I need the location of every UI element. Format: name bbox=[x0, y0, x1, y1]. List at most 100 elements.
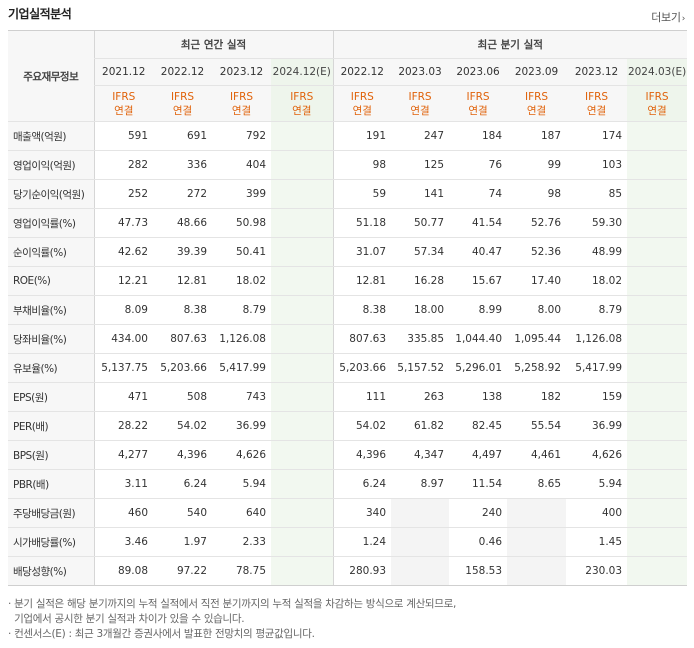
quarter-value-cell: 335.85 bbox=[391, 324, 450, 354]
table-row: 배당성향(%) 89.08 97.22 78.75 280.93 158.53 230.03 bbox=[8, 556, 688, 586]
table-row: 당좌비율(%) 434.00 807.63 1,126.08 807.63 335.85 1… bbox=[8, 324, 688, 354]
quarter-value-cell: 111 bbox=[332, 382, 392, 412]
row-label: 시가배당률(%) bbox=[8, 527, 95, 557]
annual-value-cell: 434.00 bbox=[93, 324, 153, 354]
annual-value-cell: 6.24 bbox=[153, 469, 212, 499]
annual-value-cell: 97.22 bbox=[153, 556, 212, 586]
row-label: 부채비율(%) bbox=[8, 295, 95, 325]
annual-value-cell: 272 bbox=[153, 179, 212, 209]
annual-value-cell: 4,626 bbox=[212, 440, 271, 470]
table-row: PER(배) 28.22 54.02 36.99 54.02 61.82 82.45 55.5… bbox=[8, 411, 688, 441]
quarter-value-cell: 82.45 bbox=[449, 411, 508, 441]
quarter-value-cell: 4,461 bbox=[507, 440, 567, 470]
table-row: PBR(배) 3.11 6.24 5.94 6.24 8.97 11.54 8.65 5.94 bbox=[8, 469, 688, 499]
annual-value-cell: 18.02 bbox=[212, 266, 271, 296]
more-link[interactable]: 더보기› bbox=[651, 9, 685, 25]
row-label: BPS(원) bbox=[8, 440, 95, 470]
quarter-value-cell: 8.79 bbox=[566, 295, 628, 325]
quarter-value-cell: 5,296.01 bbox=[449, 353, 508, 383]
row-label: 배당성향(%) bbox=[8, 556, 95, 586]
quarter-value-cell: 52.76 bbox=[507, 208, 567, 238]
annual-value-cell: 4,396 bbox=[153, 440, 212, 470]
annual-value-cell: 1,126.08 bbox=[212, 324, 271, 354]
quarter-group-header: 최근 분기 실적 bbox=[332, 30, 688, 59]
annual-value-cell: 404 bbox=[212, 150, 271, 180]
quarter-value-cell bbox=[507, 556, 567, 586]
annual-value-cell bbox=[271, 237, 334, 267]
quarter-period-header: 2023.06 bbox=[449, 58, 508, 86]
annual-value-cell: 78.75 bbox=[212, 556, 271, 586]
quarter-value-cell: 5,417.99 bbox=[566, 353, 628, 383]
annual-value-cell: 39.39 bbox=[153, 237, 212, 267]
quarter-value-cell: 8.00 bbox=[507, 295, 567, 325]
quarter-value-cell: 0.46 bbox=[449, 527, 508, 557]
section-title: 기업실적분석 bbox=[8, 7, 72, 21]
annual-value-cell: 792 bbox=[212, 121, 271, 151]
quarter-value-cell: 159 bbox=[566, 382, 628, 412]
annual-value-cell: 3.11 bbox=[93, 469, 153, 499]
quarter-value-cell: 4,396 bbox=[332, 440, 392, 470]
annual-value-cell bbox=[271, 382, 334, 412]
annual-value-cell: 508 bbox=[153, 382, 212, 412]
quarter-value-cell bbox=[627, 498, 688, 528]
quarter-value-cell: 11.54 bbox=[449, 469, 508, 499]
quarter-value-cell: 5,203.66 bbox=[332, 353, 392, 383]
annual-value-cell: 8.79 bbox=[212, 295, 271, 325]
quarter-value-cell bbox=[627, 266, 688, 296]
footnote-3: · 컨센서스(E) : 최근 3개월간 증권사에서 발표한 전망치의 평균값입니… bbox=[8, 628, 315, 640]
annual-value-cell bbox=[271, 179, 334, 209]
quarter-value-cell: 103 bbox=[566, 150, 628, 180]
row-label: PER(배) bbox=[8, 411, 95, 441]
quarter-value-cell: 4,626 bbox=[566, 440, 628, 470]
ifrs-label: IFRS 연결 bbox=[627, 85, 688, 122]
quarter-value-cell: 182 bbox=[507, 382, 567, 412]
row-label: 주당배당금(원) bbox=[8, 498, 95, 528]
quarter-value-cell bbox=[627, 179, 688, 209]
annual-value-cell bbox=[271, 266, 334, 296]
table-row: 시가배당률(%) 3.46 1.97 2.33 1.24 0.46 1.45 bbox=[8, 527, 688, 557]
quarter-value-cell: 8.65 bbox=[507, 469, 567, 499]
quarter-value-cell: 138 bbox=[449, 382, 508, 412]
quarter-value-cell bbox=[627, 469, 688, 499]
annual-value-cell: 28.22 bbox=[93, 411, 153, 441]
quarter-value-cell: 52.36 bbox=[507, 237, 567, 267]
ifrs-line1: IFRS bbox=[350, 90, 374, 103]
quarter-value-cell: 1.24 bbox=[332, 527, 392, 557]
ifrs-label: IFRS 연결 bbox=[332, 85, 392, 122]
annual-period-header: 2021.12 bbox=[93, 58, 153, 86]
quarter-value-cell: 125 bbox=[391, 150, 450, 180]
annual-value-cell: 540 bbox=[153, 498, 212, 528]
chevron-right-icon: › bbox=[681, 14, 686, 24]
table-row: 매출액(억원) 591 691 792 191 247 184 187 174 bbox=[8, 121, 688, 151]
quarter-value-cell: 1,126.08 bbox=[566, 324, 628, 354]
annual-value-cell: 8.38 bbox=[153, 295, 212, 325]
ifrs-line1: IFRS bbox=[112, 90, 136, 103]
annual-value-cell: 5,417.99 bbox=[212, 353, 271, 383]
ifrs-label: IFRS 연결 bbox=[93, 85, 153, 122]
row-label: ROE(%) bbox=[8, 266, 95, 296]
quarter-value-cell: 50.77 bbox=[391, 208, 450, 238]
annual-value-cell: 50.41 bbox=[212, 237, 271, 267]
ifrs-line1: IFRS bbox=[229, 90, 254, 103]
annual-value-cell: 5,137.75 bbox=[93, 353, 153, 383]
quarter-value-cell: 174 bbox=[566, 121, 628, 151]
row-label: 당좌비율(%) bbox=[8, 324, 95, 354]
quarter-value-cell: 1,095.44 bbox=[507, 324, 567, 354]
annual-value-cell bbox=[271, 150, 334, 180]
quarter-period-header: 2024.03(E) bbox=[627, 58, 688, 86]
annual-value-cell: 47.73 bbox=[93, 208, 153, 238]
quarter-value-cell: 340 bbox=[332, 498, 392, 528]
quarter-value-cell bbox=[627, 295, 688, 325]
quarter-value-cell: 36.99 bbox=[566, 411, 628, 441]
quarter-value-cell: 280.93 bbox=[332, 556, 392, 586]
annual-value-cell: 89.08 bbox=[93, 556, 153, 586]
ifrs-line2: 연결 bbox=[468, 104, 488, 117]
quarter-value-cell: 158.53 bbox=[449, 556, 508, 586]
annual-value-cell bbox=[271, 527, 334, 557]
annual-value-cell bbox=[271, 121, 334, 151]
quarter-value-cell: 5,157.52 bbox=[391, 353, 450, 383]
annual-value-cell bbox=[271, 498, 334, 528]
annual-value-cell bbox=[271, 208, 334, 238]
annual-value-cell: 8.09 bbox=[93, 295, 153, 325]
quarter-value-cell bbox=[391, 556, 450, 586]
